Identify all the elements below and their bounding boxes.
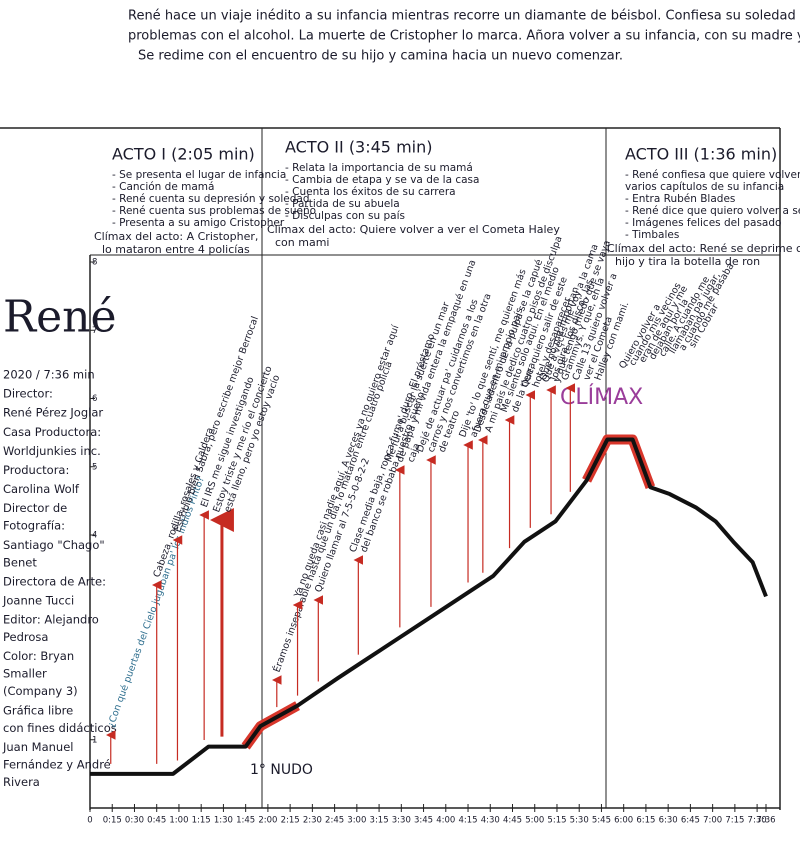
act-climax: Clímax del acto: René se deprime cuando … <box>607 242 800 255</box>
credit-line: Worldjunkies inc. <box>3 444 101 458</box>
nudo-label: 1° NUDO <box>250 762 313 778</box>
credit-line: Directora de Arte: <box>3 574 106 588</box>
x-tick-label: 7:00 <box>703 816 722 826</box>
x-tick-label: 2:15 <box>281 816 300 826</box>
climax-label: CLÍMAX <box>560 384 643 410</box>
credit-line: Santiago "Chago" <box>3 538 105 552</box>
x-tick-label: 6:45 <box>681 816 700 826</box>
credit-line: Editor: Alejandro <box>3 613 99 627</box>
x-tick-label: 4:00 <box>436 816 455 826</box>
act-bullet: - Relata la importancia de su mamá <box>285 162 473 174</box>
credit-line: Productora: <box>3 463 69 477</box>
credit-line: Carolina Wolf <box>3 482 80 496</box>
act-title: ACTO III (1:36 min) <box>625 145 777 164</box>
x-tick-label: 4:30 <box>481 816 500 826</box>
x-tick-label: 1:30 <box>214 816 233 826</box>
x-tick-label: 2:30 <box>303 816 322 826</box>
x-tick-label: 6:15 <box>636 816 655 826</box>
credit-line: Director: <box>3 387 53 401</box>
x-tick-label: 0 <box>87 816 92 826</box>
act-bullet: - Entra Rubén Blades <box>625 193 735 205</box>
x-tick-label: 0:15 <box>103 816 122 826</box>
credit-line: Fernández y André <box>3 757 111 771</box>
x-tick-label: 5:45 <box>592 816 611 826</box>
x-tick-label: 7:15 <box>725 816 744 826</box>
x-tick-label: 2:45 <box>325 816 344 826</box>
x-tick-label: 0:30 <box>125 816 144 826</box>
credit-line: (Company 3) <box>3 684 78 698</box>
act-bullet: - René confiesa que quiere volver a <box>625 169 800 181</box>
x-tick-label: 5:15 <box>547 816 566 826</box>
y-tick-label: 8 <box>92 258 97 268</box>
act-bullet: - Se presenta el lugar de infancia <box>112 169 286 181</box>
x-tick-label: 0:45 <box>147 816 166 826</box>
credit-line: 2020 / 7:36 min <box>3 368 95 382</box>
x-tick-label: 4:15 <box>458 816 477 826</box>
credit-line: Fotografía: <box>3 519 65 533</box>
x-tick-label: 7:36 <box>756 816 775 826</box>
credit-line: con fines didácticos <box>3 721 117 735</box>
credit-line: Juan Manuel <box>2 740 74 754</box>
act-bullet: - René cuenta su depresión y soledad <box>112 193 310 205</box>
y-tick-label: 1 <box>92 735 97 745</box>
act-climax: hijo y tira la botella de ron <box>615 255 760 268</box>
act-bullet: - Cuenta los éxitos de su carrera <box>285 186 456 198</box>
x-tick-label: 3:30 <box>392 816 411 826</box>
intensity-line <box>90 437 768 776</box>
film-title: René <box>3 292 117 343</box>
act-climax: lo mataron entre 4 policías <box>102 243 250 256</box>
y-tick-label: 4 <box>92 531 97 541</box>
x-tick-label: 3:45 <box>414 816 433 826</box>
x-tick-label: 1:45 <box>236 816 255 826</box>
credit-line: René Pérez Joglar <box>3 406 103 420</box>
act-bullet: - Presenta a su amigo Cristopher <box>112 217 285 229</box>
act-bullet: - Canción de mamá <box>112 181 214 193</box>
credit-line: Director de <box>3 501 67 515</box>
x-tick-label: 2:00 <box>258 816 277 826</box>
credit-line: Casa Productora: <box>3 425 101 439</box>
x-tick-label: 6:30 <box>659 816 678 826</box>
credit-line: Joanne Tucci <box>2 594 74 608</box>
act-bullet: - Timbales <box>625 229 679 241</box>
act-title: ACTO I (2:05 min) <box>112 145 255 164</box>
act-bullet: - Partida de su abuela <box>285 198 400 210</box>
credit-line: Rivera <box>3 775 40 789</box>
credit-line: Benet <box>3 555 37 569</box>
act-bullet: - René dice que quiero volver a ser él <box>625 205 800 217</box>
act-bullet: - Imágenes felices del pasado <box>625 217 781 229</box>
act-climax: con mami <box>275 236 329 249</box>
x-tick-label: 5:30 <box>570 816 589 826</box>
summary-line: problemas con el alcohol. La muerte de C… <box>128 29 800 44</box>
act-climax: Clímax del acto: A Cristopher, <box>94 230 258 243</box>
x-tick-label: 1:15 <box>192 816 211 826</box>
x-tick-label: 1:00 <box>169 816 188 826</box>
x-tick-label: 6:00 <box>614 816 633 826</box>
credit-line: Color: Bryan <box>3 649 74 663</box>
credit-line: Smaller <box>3 667 47 681</box>
credit-line: Gráfica libre <box>3 703 73 717</box>
act-bullet: - René cuenta sus problemas de sueño <box>112 205 316 217</box>
x-tick-label: 7:30 <box>748 816 767 826</box>
x-tick-label: 3:15 <box>370 816 389 826</box>
act-bullet: varios capítulos de su infancia <box>625 181 784 193</box>
y-tick-label: 5 <box>92 462 97 472</box>
act-bullet: - Disculpas con su país <box>285 210 405 222</box>
summary-line: René hace un viaje inédito a su infancia… <box>128 9 800 24</box>
x-tick-label: 5:00 <box>525 816 544 826</box>
y-tick-label: 7 <box>92 326 97 336</box>
x-tick-label: 3:00 <box>347 816 366 826</box>
act-climax: Clímax del acto: Quiere volver a ver el … <box>267 223 560 236</box>
credit-line: Pedrosa <box>3 630 48 644</box>
x-tick-label: 4:45 <box>503 816 522 826</box>
summary-line: Se redime con el encuentro de su hijo y … <box>138 49 623 64</box>
act-title: ACTO II (3:45 min) <box>285 138 432 157</box>
act-bullet: - Cambia de etapa y se va de la casa <box>285 174 479 186</box>
y-tick-label: 6 <box>92 394 97 404</box>
